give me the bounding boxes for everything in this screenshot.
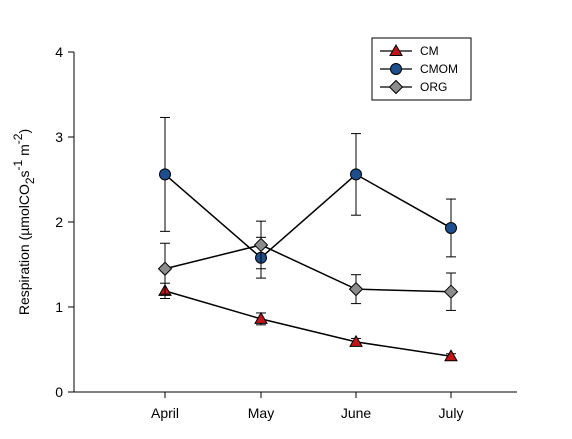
data-point-cmom [159, 168, 171, 181]
data-point-org [443, 284, 459, 299]
series-line-cm [164, 290, 452, 358]
legend-label-org: ORG [420, 80, 447, 94]
y-axis-label: Respiration (µmolCO2s-1 m-2) [11, 129, 37, 315]
legend: CM CMOM ORG [371, 37, 472, 101]
y-tick-label: 1 [55, 299, 63, 315]
data-point-cmom [445, 221, 457, 234]
legend-marker-cmom [390, 63, 402, 75]
x-tick-label: July [439, 405, 464, 421]
legend-marker-org [388, 79, 404, 95]
x-tick-label: April [151, 405, 179, 421]
series-org [157, 220, 459, 311]
plot-area [157, 116, 459, 362]
y-tick-label: 0 [55, 384, 63, 400]
x-tick-label: June [341, 405, 372, 421]
data-point-org [157, 261, 173, 276]
series-cmom [159, 116, 457, 279]
x-ticks: April May June July [151, 392, 463, 421]
data-point-cm [254, 311, 268, 324]
data-point-cm [444, 349, 458, 362]
series-line-org [164, 244, 452, 293]
data-point-org [253, 237, 269, 253]
data-point-org [348, 281, 364, 297]
legend-label-cm: CM [420, 44, 439, 58]
y-ticks: 0 1 2 3 4 [55, 44, 74, 400]
legend-label-cmom: CMOM [420, 62, 458, 76]
legend-marker-cm [389, 43, 403, 56]
series-line-cmom [164, 173, 452, 259]
x-tick-label: May [248, 405, 274, 421]
y-tick-label: 3 [55, 129, 63, 145]
data-point-cm [349, 334, 363, 347]
y-tick-label: 2 [55, 214, 63, 230]
series-cm [158, 282, 458, 362]
data-point-cmom [350, 168, 362, 181]
y-tick-label: 4 [55, 44, 63, 60]
